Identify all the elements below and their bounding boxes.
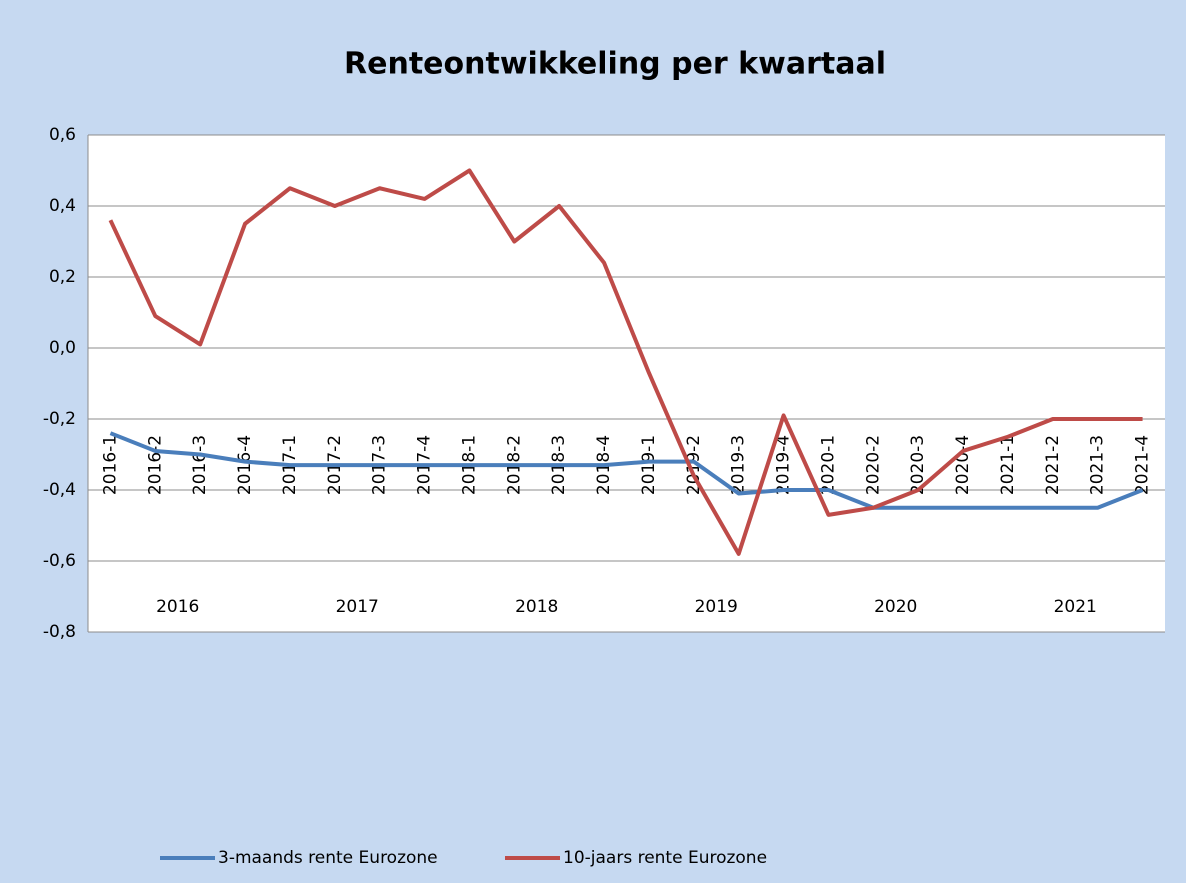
x-tick-label: 2016-1: [100, 435, 120, 495]
y-tick-label: -0,4: [43, 480, 76, 500]
x-tick-label: 2021-4: [1133, 435, 1153, 495]
y-tick-label: 0,0: [49, 338, 76, 358]
x-tick-label: 2021-2: [1043, 435, 1063, 495]
y-tick-label: -0,2: [43, 409, 76, 429]
y-tick-label: -0,8: [43, 622, 76, 642]
x-tick-label: 2019-3: [729, 435, 749, 495]
y-tick-label: 0,2: [49, 267, 76, 287]
x-tick-label: 2020-2: [863, 435, 883, 495]
year-label: 2017: [336, 597, 379, 617]
x-tick-label: 2016-3: [190, 435, 210, 495]
x-tick-label: 2021-1: [998, 435, 1018, 495]
x-tick-label: 2020-3: [908, 435, 928, 495]
series-line: [109, 431, 1144, 510]
year-label: 2020: [874, 597, 917, 617]
y-tick-label: -0,6: [43, 551, 76, 571]
chart-title: Renteontwikkeling per kwartaal: [344, 47, 886, 82]
x-tick-label: 2019-1: [639, 435, 659, 495]
x-tick-label: 2019-2: [684, 435, 704, 495]
x-tick-label: 2016-4: [235, 435, 255, 495]
year-label: 2019: [695, 597, 738, 617]
year-label: 2018: [515, 597, 558, 617]
legend-label: 10-jaars rente Eurozone: [563, 848, 767, 868]
x-tick-label: 2020-4: [953, 435, 973, 495]
legend-label: 3-maands rente Eurozone: [218, 848, 438, 868]
year-label: 2021: [1054, 597, 1097, 617]
x-tick-label: 2021-3: [1088, 435, 1108, 495]
plot-area: [88, 135, 1165, 632]
year-label: 2016: [156, 597, 199, 617]
x-tick-label: 2019-4: [774, 435, 794, 495]
series-line: [108, 168, 1143, 556]
y-tick-label: 0,6: [49, 125, 76, 145]
x-tick-label: 2020-1: [818, 435, 838, 495]
x-tick-label: 2016-2: [145, 435, 165, 495]
y-tick-label: 0,4: [49, 196, 76, 216]
